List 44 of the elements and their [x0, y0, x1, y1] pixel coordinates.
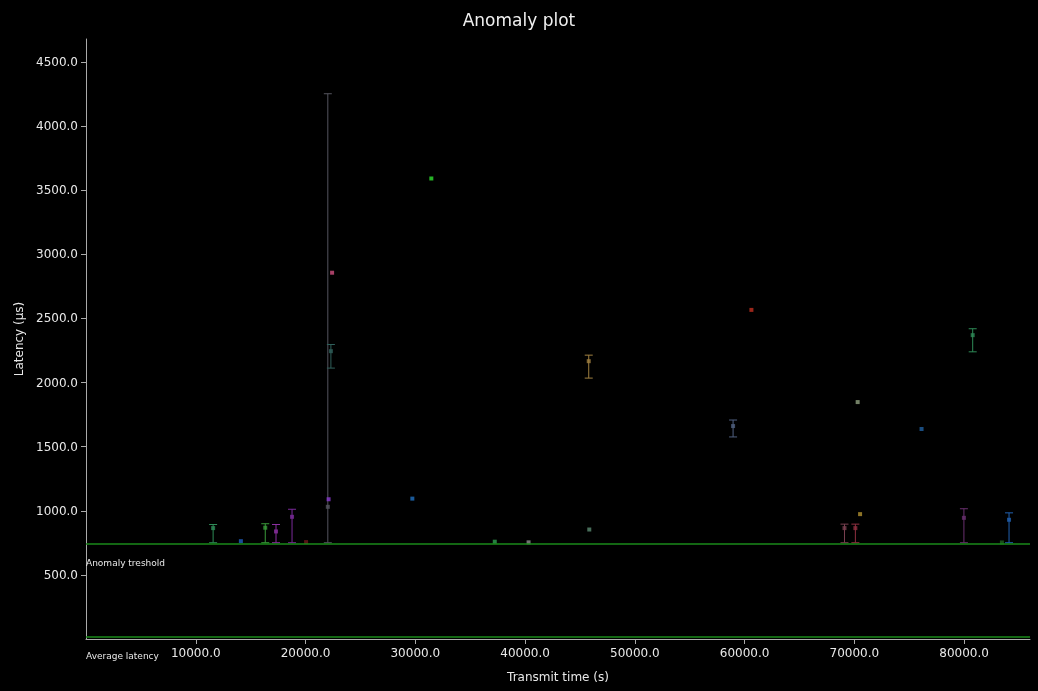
x-tick-label: 20000.0 [280, 646, 331, 660]
point [749, 307, 754, 312]
ref-line-label: Average latency [86, 650, 160, 661]
y-tick-label: 1000.0 [36, 503, 78, 518]
y-tick-label: 4000.0 [36, 119, 78, 134]
point [855, 400, 860, 405]
point [858, 512, 863, 517]
y-tick-label: 3000.0 [36, 247, 78, 262]
point [429, 176, 434, 181]
point [328, 349, 333, 354]
point [238, 539, 243, 544]
point [586, 359, 591, 364]
point [211, 526, 216, 531]
point [731, 424, 736, 429]
point [1007, 517, 1012, 522]
y-tick-label: 1500.0 [36, 439, 78, 454]
point [290, 514, 295, 519]
point [961, 515, 966, 520]
point [325, 504, 330, 509]
point [263, 525, 268, 530]
x-tick-label: 60000.0 [719, 646, 770, 660]
x-tick-label: 10000.0 [170, 646, 221, 660]
point [853, 526, 858, 531]
y-axis-title: Latency (µs) [12, 301, 27, 377]
point [587, 527, 592, 532]
x-tick-label: 40000.0 [500, 646, 550, 660]
point [274, 529, 279, 534]
chart-title: Anomaly plot [462, 9, 576, 30]
x-axis-title: Transmit time (s) [506, 670, 609, 684]
point [330, 270, 335, 275]
x-tick-label: 50000.0 [610, 646, 660, 660]
y-tick-label: 4500.0 [36, 55, 78, 70]
x-tick-label: 30000.0 [390, 646, 441, 660]
point [410, 496, 415, 501]
x-tick-label: 70000.0 [829, 646, 880, 660]
point [970, 333, 975, 338]
x-tick-label: 80000.0 [939, 646, 989, 660]
point [326, 497, 331, 502]
point [842, 526, 847, 531]
y-tick-label: 3500.0 [36, 183, 78, 198]
point [919, 427, 924, 431]
y-tick-label: 500.0 [43, 567, 78, 582]
y-tick-label: 2500.0 [36, 311, 78, 326]
y-tick-label: 2000.0 [36, 375, 78, 390]
